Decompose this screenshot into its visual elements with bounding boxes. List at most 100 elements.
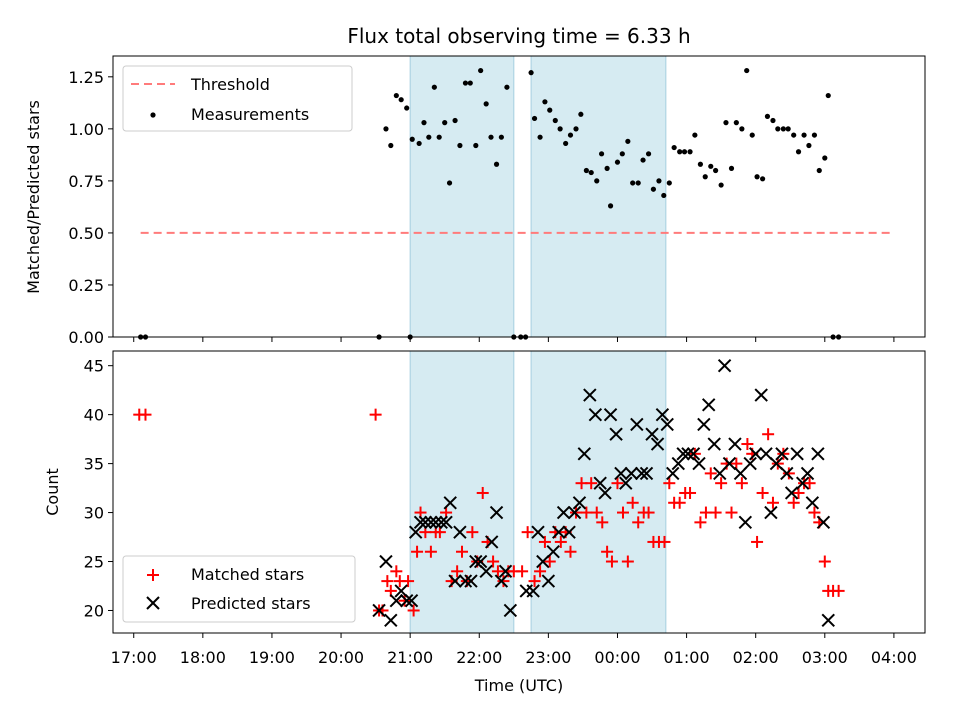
predicted-star-marker: [379, 554, 393, 569]
measurement-point: [552, 117, 558, 124]
matched-star-marker: [554, 535, 567, 548]
matched-star-marker: [564, 545, 577, 558]
measurement-point: [791, 132, 797, 138]
measurement-point: [728, 165, 735, 171]
matched-star-marker: [433, 526, 446, 539]
predicted-star-marker: [562, 525, 576, 539]
x-tick-label: 03:00: [802, 648, 848, 667]
matched-star-marker: [663, 477, 676, 490]
matched-star-marker: [725, 506, 738, 519]
predicted-star-marker: [541, 574, 556, 588]
matched-star-marker: [766, 496, 779, 509]
measurement-point: [421, 120, 427, 126]
predicted-star-marker: [676, 447, 690, 461]
measurement-point: [661, 192, 667, 199]
measurement-point: [708, 163, 714, 169]
predicted-star-marker: [764, 505, 778, 520]
measurement-point: [785, 126, 791, 132]
matched-star-marker: [451, 565, 464, 578]
x-axis-ticks: 17:00 18:00 19:00 20:00 21:00 22:00 23:00 00:00…: [111, 633, 917, 667]
predicted-star-marker: [489, 505, 504, 520]
predicted-star-marker: [473, 554, 488, 569]
measurement-point: [650, 186, 657, 192]
matched-star-marker: [673, 496, 686, 509]
ratio-legend: Threshold Measurements: [122, 65, 353, 132]
matched-star-marker: [487, 555, 500, 568]
matched-star-marker: [632, 516, 645, 529]
x-axis-label: Time (UTC): [474, 676, 563, 695]
x-tick-label: 21:00: [387, 648, 433, 667]
matched-star-marker: [528, 575, 541, 588]
measurement-point: [614, 159, 621, 165]
predicted-star-marker: [389, 593, 404, 608]
measurement-point: [426, 134, 432, 140]
measurement-point: [573, 126, 579, 132]
matched-star-marker: [398, 594, 411, 607]
measurement-point: [749, 132, 755, 138]
predicted-star-marker: [453, 525, 467, 539]
x-tick-label: 22:00: [456, 648, 502, 667]
predicted-star-marker: [619, 476, 633, 490]
matched-star-marker: [476, 486, 489, 499]
y-tick-label: 25: [84, 553, 104, 572]
matched-star-marker: [516, 565, 529, 578]
predicted-star-marker: [384, 613, 398, 627]
predicted-star-marker: [498, 564, 513, 579]
matched-star-marker: [139, 408, 152, 421]
matched-star-marker: [596, 516, 609, 529]
predicted-star-marker: [429, 515, 443, 530]
predicted-star-marker: [503, 603, 518, 618]
predicted-star-marker: [800, 466, 815, 481]
measurement-point: [436, 134, 442, 140]
measurement-point: [775, 126, 781, 132]
y-tick-label: 40: [84, 406, 104, 425]
predicted-star-marker: [448, 574, 462, 588]
predicted-star-markers: [372, 358, 835, 627]
measurement-point: [442, 120, 448, 126]
y-tick-label: 35: [84, 455, 104, 474]
matched-star-marker: [741, 438, 754, 451]
predicted-star-marker: [424, 515, 438, 530]
predicted-star-marker: [748, 447, 763, 461]
measurement-point: [630, 180, 636, 186]
observing-span: [409, 55, 515, 338]
measurement-point: [607, 203, 614, 209]
predicted-star-marker: [552, 525, 566, 539]
matched-legend-swatch: [147, 569, 159, 581]
measurement-point: [598, 151, 605, 157]
predicted-star-marker: [701, 398, 716, 412]
predicted-star-marker: [536, 554, 550, 569]
measurement-point: [488, 134, 494, 140]
predicted-star-marker: [531, 525, 545, 539]
matched-star-marker: [730, 457, 743, 470]
matched-star-marker: [658, 535, 671, 548]
predicted-star-marker: [494, 574, 509, 588]
measurement-point: [528, 70, 534, 76]
matched-star-marker: [402, 575, 415, 588]
count-panel-frame: [112, 350, 926, 634]
measurement-point: [498, 134, 504, 140]
predicted-star-marker: [598, 486, 612, 500]
measurement-point: [780, 126, 786, 132]
predicted-star-marker: [394, 584, 408, 598]
predicted-star-marker: [634, 466, 649, 481]
measurement-point: [457, 142, 463, 149]
measurement-points: [138, 67, 842, 340]
y-tick-label: 30: [84, 504, 104, 523]
y-tick-label: 0.75: [68, 172, 104, 191]
matched-star-marker: [521, 526, 534, 539]
observing-span: [530, 350, 667, 634]
x-tick-label: 02:00: [733, 648, 779, 667]
matched-star-marker: [808, 506, 821, 519]
measurement-point: [764, 113, 771, 119]
matched-star-marker: [424, 545, 437, 558]
measurement-point: [452, 117, 458, 124]
predicted-star-marker: [790, 447, 804, 461]
predicted-star-marker: [769, 456, 784, 471]
x-tick-label: 04:00: [871, 648, 917, 667]
observing-span: [530, 55, 667, 338]
predicted-star-marker: [439, 515, 453, 530]
y-tick-label: 0.25: [68, 276, 104, 295]
observing-spans: [409, 350, 667, 634]
predicted-star-marker: [372, 603, 386, 618]
